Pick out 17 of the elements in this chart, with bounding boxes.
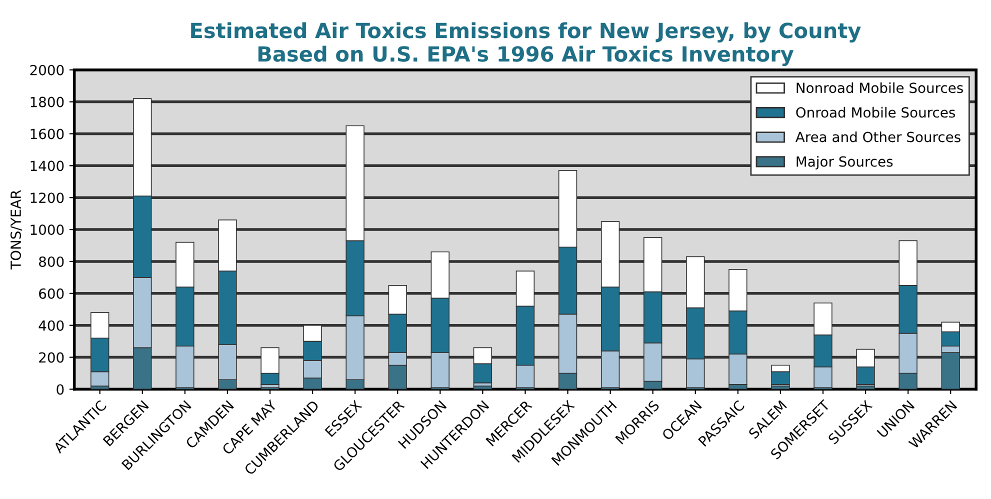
y-tick-label: 2000 <box>30 64 64 76</box>
legend-label: Major Sources <box>796 156 893 170</box>
y-tick-label: 1600 <box>30 128 64 140</box>
legend-label: Onroad Mobile Sources <box>796 106 955 118</box>
y-tick-label: 400 <box>38 320 64 331</box>
y-tick-label: 0 <box>56 384 64 395</box>
y-axis-title: TONS/YEAR <box>10 190 22 270</box>
legend-label: Area and Other Sources <box>796 131 960 142</box>
y-tick-label: 800 <box>39 256 64 267</box>
y-tick-label: 200 <box>39 352 64 363</box>
y-tick-label: 600 <box>39 288 64 299</box>
y-tick-label: 1800 <box>30 96 64 108</box>
y-tick-label: 1200 <box>30 192 64 204</box>
legend-label: Nonroad Mobile Sources <box>796 82 963 94</box>
chart-title: Estimated Air Toxics Emissions for New Jersey, by County Based on U.S. EPA's 1996 Air Toxics Inventory <box>191 22 861 66</box>
y-tick-label: 1400 <box>30 160 64 172</box>
y-tick-label: 1000 <box>30 224 64 236</box>
